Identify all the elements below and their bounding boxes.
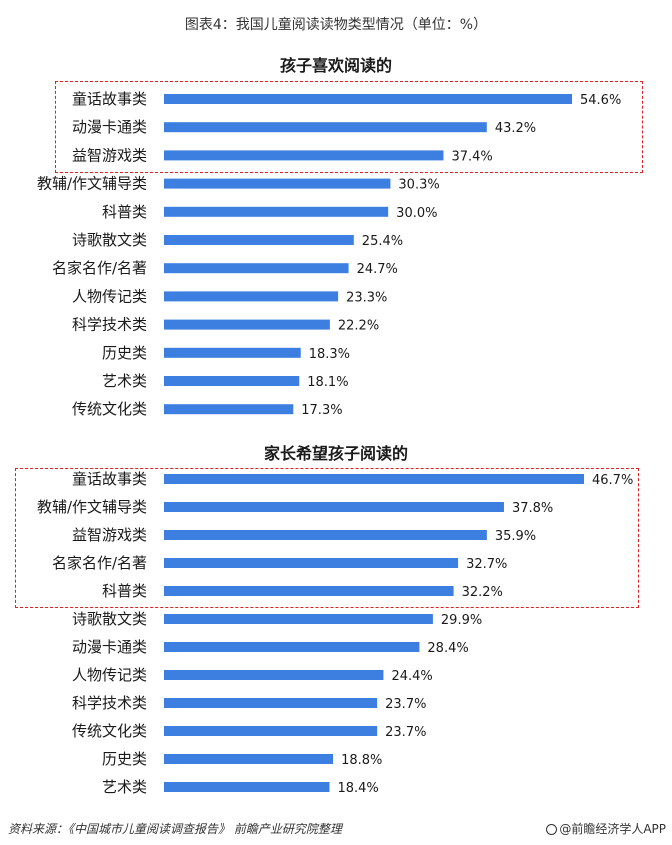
value-label: 24.7% [357,262,398,277]
highlight-box-children-top3 [55,81,643,173]
category-label: 艺术类 [102,372,147,390]
brand-text: @前瞻经济学人APP [559,822,666,836]
highlight-box-parents-top5 [15,468,639,608]
bar [164,614,433,624]
value-label: 46.7% [592,473,633,488]
bar [164,502,504,512]
bar [164,319,330,330]
source-note: 资料来源：《中国城市儿童阅读调查报告》 前瞻产业研究院整理 [8,822,342,836]
category-label: 传统文化类 [72,722,147,740]
value-label: 37.8% [512,501,553,516]
bar [164,291,339,302]
chart-title-parents: 家长希望孩子阅读的 [263,444,408,463]
bar [164,558,459,568]
bar [164,698,378,708]
value-label: 18.1% [307,375,348,390]
bar [164,670,384,680]
category-label: 益智游戏类 [72,526,147,544]
category-label: 历史类 [102,344,147,362]
value-label: 22.2% [338,319,379,334]
value-label: 37.4% [451,149,492,164]
bar [164,404,294,415]
bar [164,782,330,792]
value-label: 18.3% [309,347,350,362]
value-label: 29.9% [441,613,482,628]
category-label: 动漫卡通类 [72,638,147,656]
category-label: 名家名作/名著 [52,259,147,277]
category-label: 科学技术类 [72,316,147,334]
copyright-icon [546,824,558,835]
category-label: 童话故事类 [72,470,147,488]
category-label: 教辅/作文辅导类 [37,175,147,193]
figure-title: 图表4：我国儿童阅读读物类型情况（单位：%） [184,17,488,33]
value-label: 24.4% [391,669,432,684]
category-label: 益智游戏类 [72,146,147,164]
value-label: 32.7% [466,557,507,572]
value-label: 35.9% [495,529,536,544]
category-label: 名家名作/名著 [52,554,147,572]
category-label: 教辅/作文辅导类 [37,498,147,516]
category-label: 人物传记类 [72,666,147,684]
brand-credit: @前瞻经济学人APP [546,820,666,837]
bar [164,94,572,104]
value-label: 25.4% [362,234,403,249]
value-label: 30.3% [398,178,439,193]
bar [164,586,454,596]
category-label: 科普类 [102,203,147,221]
category-label: 科普类 [102,582,147,600]
value-label: 23.7% [385,725,426,740]
value-label: 54.6% [580,93,621,108]
bar [164,726,378,736]
bar [164,178,391,189]
bar [164,642,420,652]
bar [164,347,301,358]
category-label: 诗歌散文类 [72,610,147,628]
chart-title-children: 孩子喜欢阅读的 [279,56,392,75]
bar [164,122,487,133]
category-label: 艺术类 [102,778,147,796]
category-label: 动漫卡通类 [72,118,147,136]
value-label: 23.7% [385,697,426,712]
category-label: 诗歌散文类 [72,231,147,249]
bar [164,263,349,274]
bar [164,150,444,161]
bar [164,754,334,764]
value-label: 30.0% [396,206,437,221]
bar [164,474,584,484]
value-label: 18.4% [337,781,378,796]
value-label: 28.4% [427,641,468,656]
value-label: 23.3% [346,290,387,305]
value-label: 32.2% [462,585,503,600]
category-label: 人物传记类 [72,287,147,305]
bar-charts-canvas: 童话故事类 54.6% 动漫卡通类 43.2% 益智游戏类 37.4% 教辅/作文辅导类 30… [37,90,633,796]
value-label: 43.2% [495,121,536,136]
bar [164,376,300,386]
value-label: 17.3% [301,403,342,418]
category-label: 科学技术类 [72,694,147,712]
category-label: 传统文化类 [72,400,147,418]
value-label: 18.8% [341,753,382,768]
category-label: 历史类 [102,750,147,768]
category-label: 童话故事类 [72,90,147,108]
bar [164,206,389,217]
bar [164,530,487,540]
bar [164,235,354,245]
